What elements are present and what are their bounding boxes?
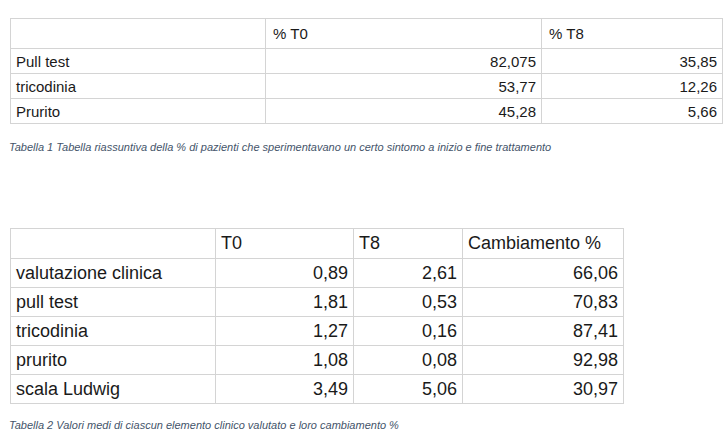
table-row: Prurito 45,28 5,66 xyxy=(11,99,723,124)
table1-header-empty xyxy=(11,19,266,49)
value-t8: 0,08 xyxy=(354,346,463,375)
table-header-row: % T0 % T8 xyxy=(11,19,723,49)
table1-header-pct-t0: % T0 xyxy=(266,19,542,49)
row-label: prurito xyxy=(11,346,216,375)
value-t8: 5,06 xyxy=(354,375,463,404)
row-label: tricodinia xyxy=(11,74,266,99)
value-t0: 3,49 xyxy=(216,375,354,404)
value-change: 30,97 xyxy=(463,375,624,404)
table2-header-change: Cambiamento % xyxy=(463,229,624,259)
table-row: Pull test 82,075 35,85 xyxy=(11,49,723,74)
table2-header-t8: T8 xyxy=(354,229,463,259)
row-label: valutazione clinica xyxy=(11,259,216,288)
table-row: pull test 1,81 0,53 70,83 xyxy=(11,288,624,317)
table-row: scala Ludwig 3,49 5,06 30,97 xyxy=(11,375,624,404)
table-row: tricodinia 1,27 0,16 87,41 xyxy=(11,317,624,346)
table-row: prurito 1,08 0,08 92,98 xyxy=(11,346,624,375)
value-change: 70,83 xyxy=(463,288,624,317)
value-change: 66,06 xyxy=(463,259,624,288)
value-t8: 12,26 xyxy=(542,74,723,99)
value-change: 92,98 xyxy=(463,346,624,375)
clinical-values-table: T0 T8 Cambiamento % valutazione clinica … xyxy=(10,228,624,404)
value-t8: 2,61 xyxy=(354,259,463,288)
value-t8: 0,53 xyxy=(354,288,463,317)
value-t0: 45,28 xyxy=(266,99,542,124)
symptoms-percentage-table: % T0 % T8 Pull test 82,075 35,85 tricodi… xyxy=(10,18,723,124)
value-t0: 1,27 xyxy=(216,317,354,346)
table-row: tricodinia 53,77 12,26 xyxy=(11,74,723,99)
row-label: Prurito xyxy=(11,99,266,124)
value-t0: 82,075 xyxy=(266,49,542,74)
value-t8: 0,16 xyxy=(354,317,463,346)
value-t0: 1,81 xyxy=(216,288,354,317)
table-row: valutazione clinica 0,89 2,61 66,06 xyxy=(11,259,624,288)
table1-header-pct-t8: % T8 xyxy=(542,19,723,49)
value-t8: 5,66 xyxy=(542,99,723,124)
value-change: 87,41 xyxy=(463,317,624,346)
value-t0: 0,89 xyxy=(216,259,354,288)
table-header-row: T0 T8 Cambiamento % xyxy=(11,229,624,259)
row-label: scala Ludwig xyxy=(11,375,216,404)
table1-caption: Tabella 1 Tabella riassuntiva della % di… xyxy=(9,141,551,153)
value-t8: 35,85 xyxy=(542,49,723,74)
row-label: pull test xyxy=(11,288,216,317)
value-t0: 1,08 xyxy=(216,346,354,375)
table2-header-t0: T0 xyxy=(216,229,354,259)
row-label: tricodinia xyxy=(11,317,216,346)
table2-header-empty xyxy=(11,229,216,259)
table2-caption: Tabella 2 Valori medi di ciascun element… xyxy=(9,419,399,431)
value-t0: 53,77 xyxy=(266,74,542,99)
row-label: Pull test xyxy=(11,49,266,74)
